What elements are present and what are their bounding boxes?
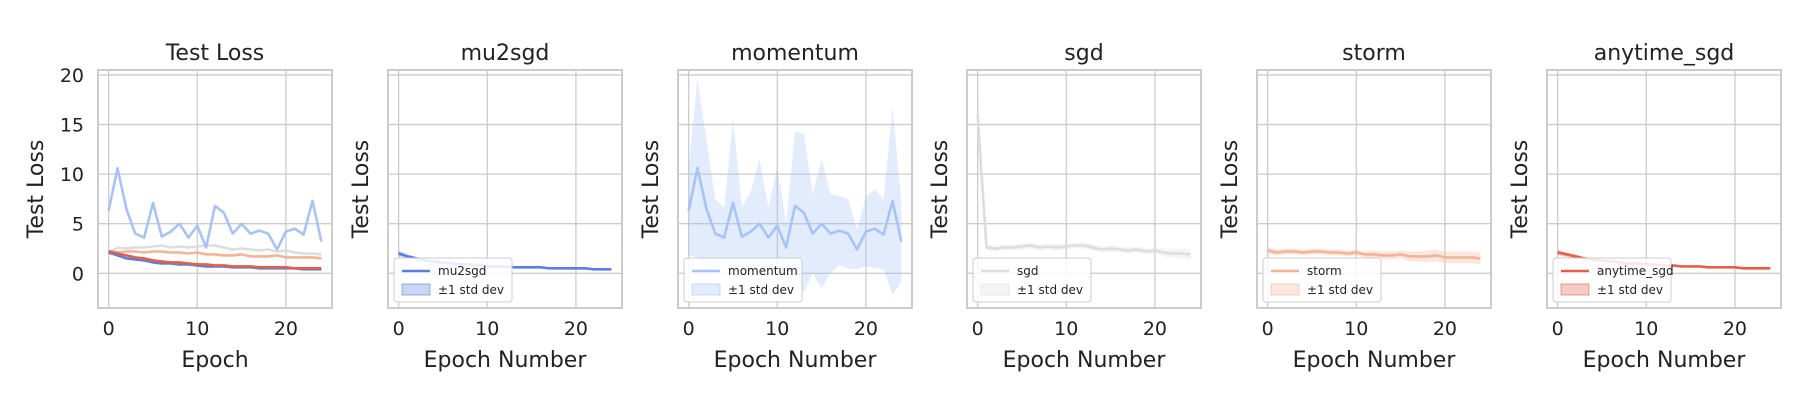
- axes-frame: [1546, 69, 1782, 309]
- legend-band-swatch: [691, 283, 721, 296]
- y-axis-label: Test Loss: [928, 140, 953, 240]
- std-band: [977, 79, 1191, 260]
- legend-label-std: ±1 std dev: [1597, 283, 1663, 297]
- y-axis-label: Test Loss: [1218, 140, 1243, 240]
- series-line: [108, 250, 322, 270]
- legend-band-swatch: [401, 283, 431, 296]
- legend-box: [683, 257, 803, 303]
- plot-area: [1267, 246, 1481, 265]
- legend-box: [1552, 257, 1672, 303]
- series-line: [687, 166, 903, 251]
- x-tick-label: 10: [475, 318, 499, 340]
- legend-label-series: storm: [1307, 264, 1342, 278]
- x-tick-label: 20: [1143, 318, 1167, 340]
- panel-title: storm: [1342, 41, 1406, 66]
- x-tick-label: 0: [393, 318, 405, 340]
- x-axis-label: Epoch Number: [714, 348, 878, 373]
- axes-frame: [1256, 69, 1492, 309]
- legend-label-series: mu2sgd: [438, 264, 486, 278]
- x-axis-label: Epoch Number: [1293, 348, 1457, 373]
- legend-box: [1262, 257, 1382, 303]
- std-band: [688, 78, 902, 296]
- legend: storm ±1 std dev: [1262, 257, 1382, 303]
- panel-title: mu2sgd: [461, 41, 550, 66]
- panel-4: sgd 0 10 20 Epoch Number Test Loss sgd ±1 std d…: [928, 41, 1202, 373]
- gridlines: [98, 70, 332, 308]
- legend: mu2sgd ±1 std dev: [393, 257, 513, 303]
- legend: momentum ±1 std dev: [683, 257, 803, 303]
- series-line: [107, 166, 323, 251]
- x-tick-label: 10: [1344, 318, 1368, 340]
- x-tick-label: 0: [972, 318, 984, 340]
- series-line: [976, 114, 1191, 256]
- y-tick-label: 20: [60, 65, 84, 87]
- y-tick-label: 0: [72, 263, 84, 285]
- axes-frame: [97, 69, 333, 309]
- panel-1: Test Loss 0 10 20 0 5 10 15 20 Epoch Test Loss: [24, 41, 333, 373]
- x-tick-label: 0: [103, 318, 115, 340]
- legend-band-swatch: [1270, 283, 1300, 296]
- plot-area: [107, 166, 323, 271]
- x-tick-label: 10: [1634, 318, 1658, 340]
- panel-5: storm 0 10 20 Epoch Number Test Loss storm ±1 s…: [1218, 41, 1492, 373]
- panel-title: anytime_sgd: [1594, 41, 1735, 66]
- x-tick-label: 0: [1552, 318, 1564, 340]
- x-tick-label: 0: [1262, 318, 1274, 340]
- legend: sgd ±1 std dev: [972, 257, 1092, 303]
- x-tick-label: 20: [274, 318, 298, 340]
- x-tick-label: 10: [765, 318, 789, 340]
- x-tick-label: 20: [1723, 318, 1747, 340]
- legend-label-series: sgd: [1017, 264, 1039, 278]
- panel-title: sgd: [1064, 41, 1103, 66]
- y-tick-label: 15: [60, 115, 84, 137]
- series-line: [108, 249, 322, 260]
- x-tick-label: 20: [854, 318, 878, 340]
- axes-frame: [966, 69, 1202, 309]
- x-tick-label: 10: [185, 318, 209, 340]
- plot-area: [687, 78, 903, 296]
- x-axis-label: Epoch Number: [424, 348, 588, 373]
- legend: anytime_sgd ±1 std dev: [1552, 257, 1674, 303]
- x-axis-label: Epoch Number: [1003, 348, 1167, 373]
- legend-label-series: momentum: [728, 264, 798, 278]
- x-tick-label: 20: [1433, 318, 1457, 340]
- legend-band-swatch: [1560, 283, 1590, 296]
- panel-6: anytime_sgd 0 10 20 Epoch Number Test Loss any…: [1508, 41, 1782, 373]
- x-tick-label: 10: [1054, 318, 1078, 340]
- y-tick-label: 10: [60, 164, 84, 186]
- x-tick-label: 0: [683, 318, 695, 340]
- y-axis-label: Test Loss: [24, 140, 49, 240]
- y-axis-label: Test Loss: [639, 140, 664, 240]
- legend-label-std: ±1 std dev: [438, 283, 504, 297]
- y-axis-label: Test Loss: [349, 140, 374, 240]
- legend-box: [972, 257, 1092, 303]
- panel-3: momentum 0 10 20 Epoch Number Test Loss moment…: [639, 41, 913, 373]
- legend-box: [393, 257, 513, 303]
- legend-label-std: ±1 std dev: [728, 283, 794, 297]
- plot-area: [976, 79, 1191, 260]
- y-tick-label: 5: [72, 214, 84, 236]
- series-line: [1267, 249, 1481, 260]
- x-axis-label: Epoch Number: [1583, 348, 1747, 373]
- legend-band-swatch: [980, 283, 1010, 296]
- panel-2: mu2sgd 0 10 20 Epoch Number Test Loss mu2sgd ±1…: [349, 41, 623, 373]
- legend-label-std: ±1 std dev: [1307, 283, 1373, 297]
- x-axis-label: Epoch: [181, 348, 248, 373]
- legend-label-std: ±1 std dev: [1017, 283, 1083, 297]
- x-tick-label: 20: [564, 318, 588, 340]
- panel-title: Test Loss: [165, 41, 265, 66]
- y-axis-label: Test Loss: [1508, 140, 1533, 240]
- axes-frame: [387, 69, 623, 309]
- series-line: [107, 244, 322, 256]
- panel-title: momentum: [731, 41, 859, 66]
- axes-frame: [677, 69, 913, 309]
- legend-label-series: anytime_sgd: [1597, 264, 1674, 278]
